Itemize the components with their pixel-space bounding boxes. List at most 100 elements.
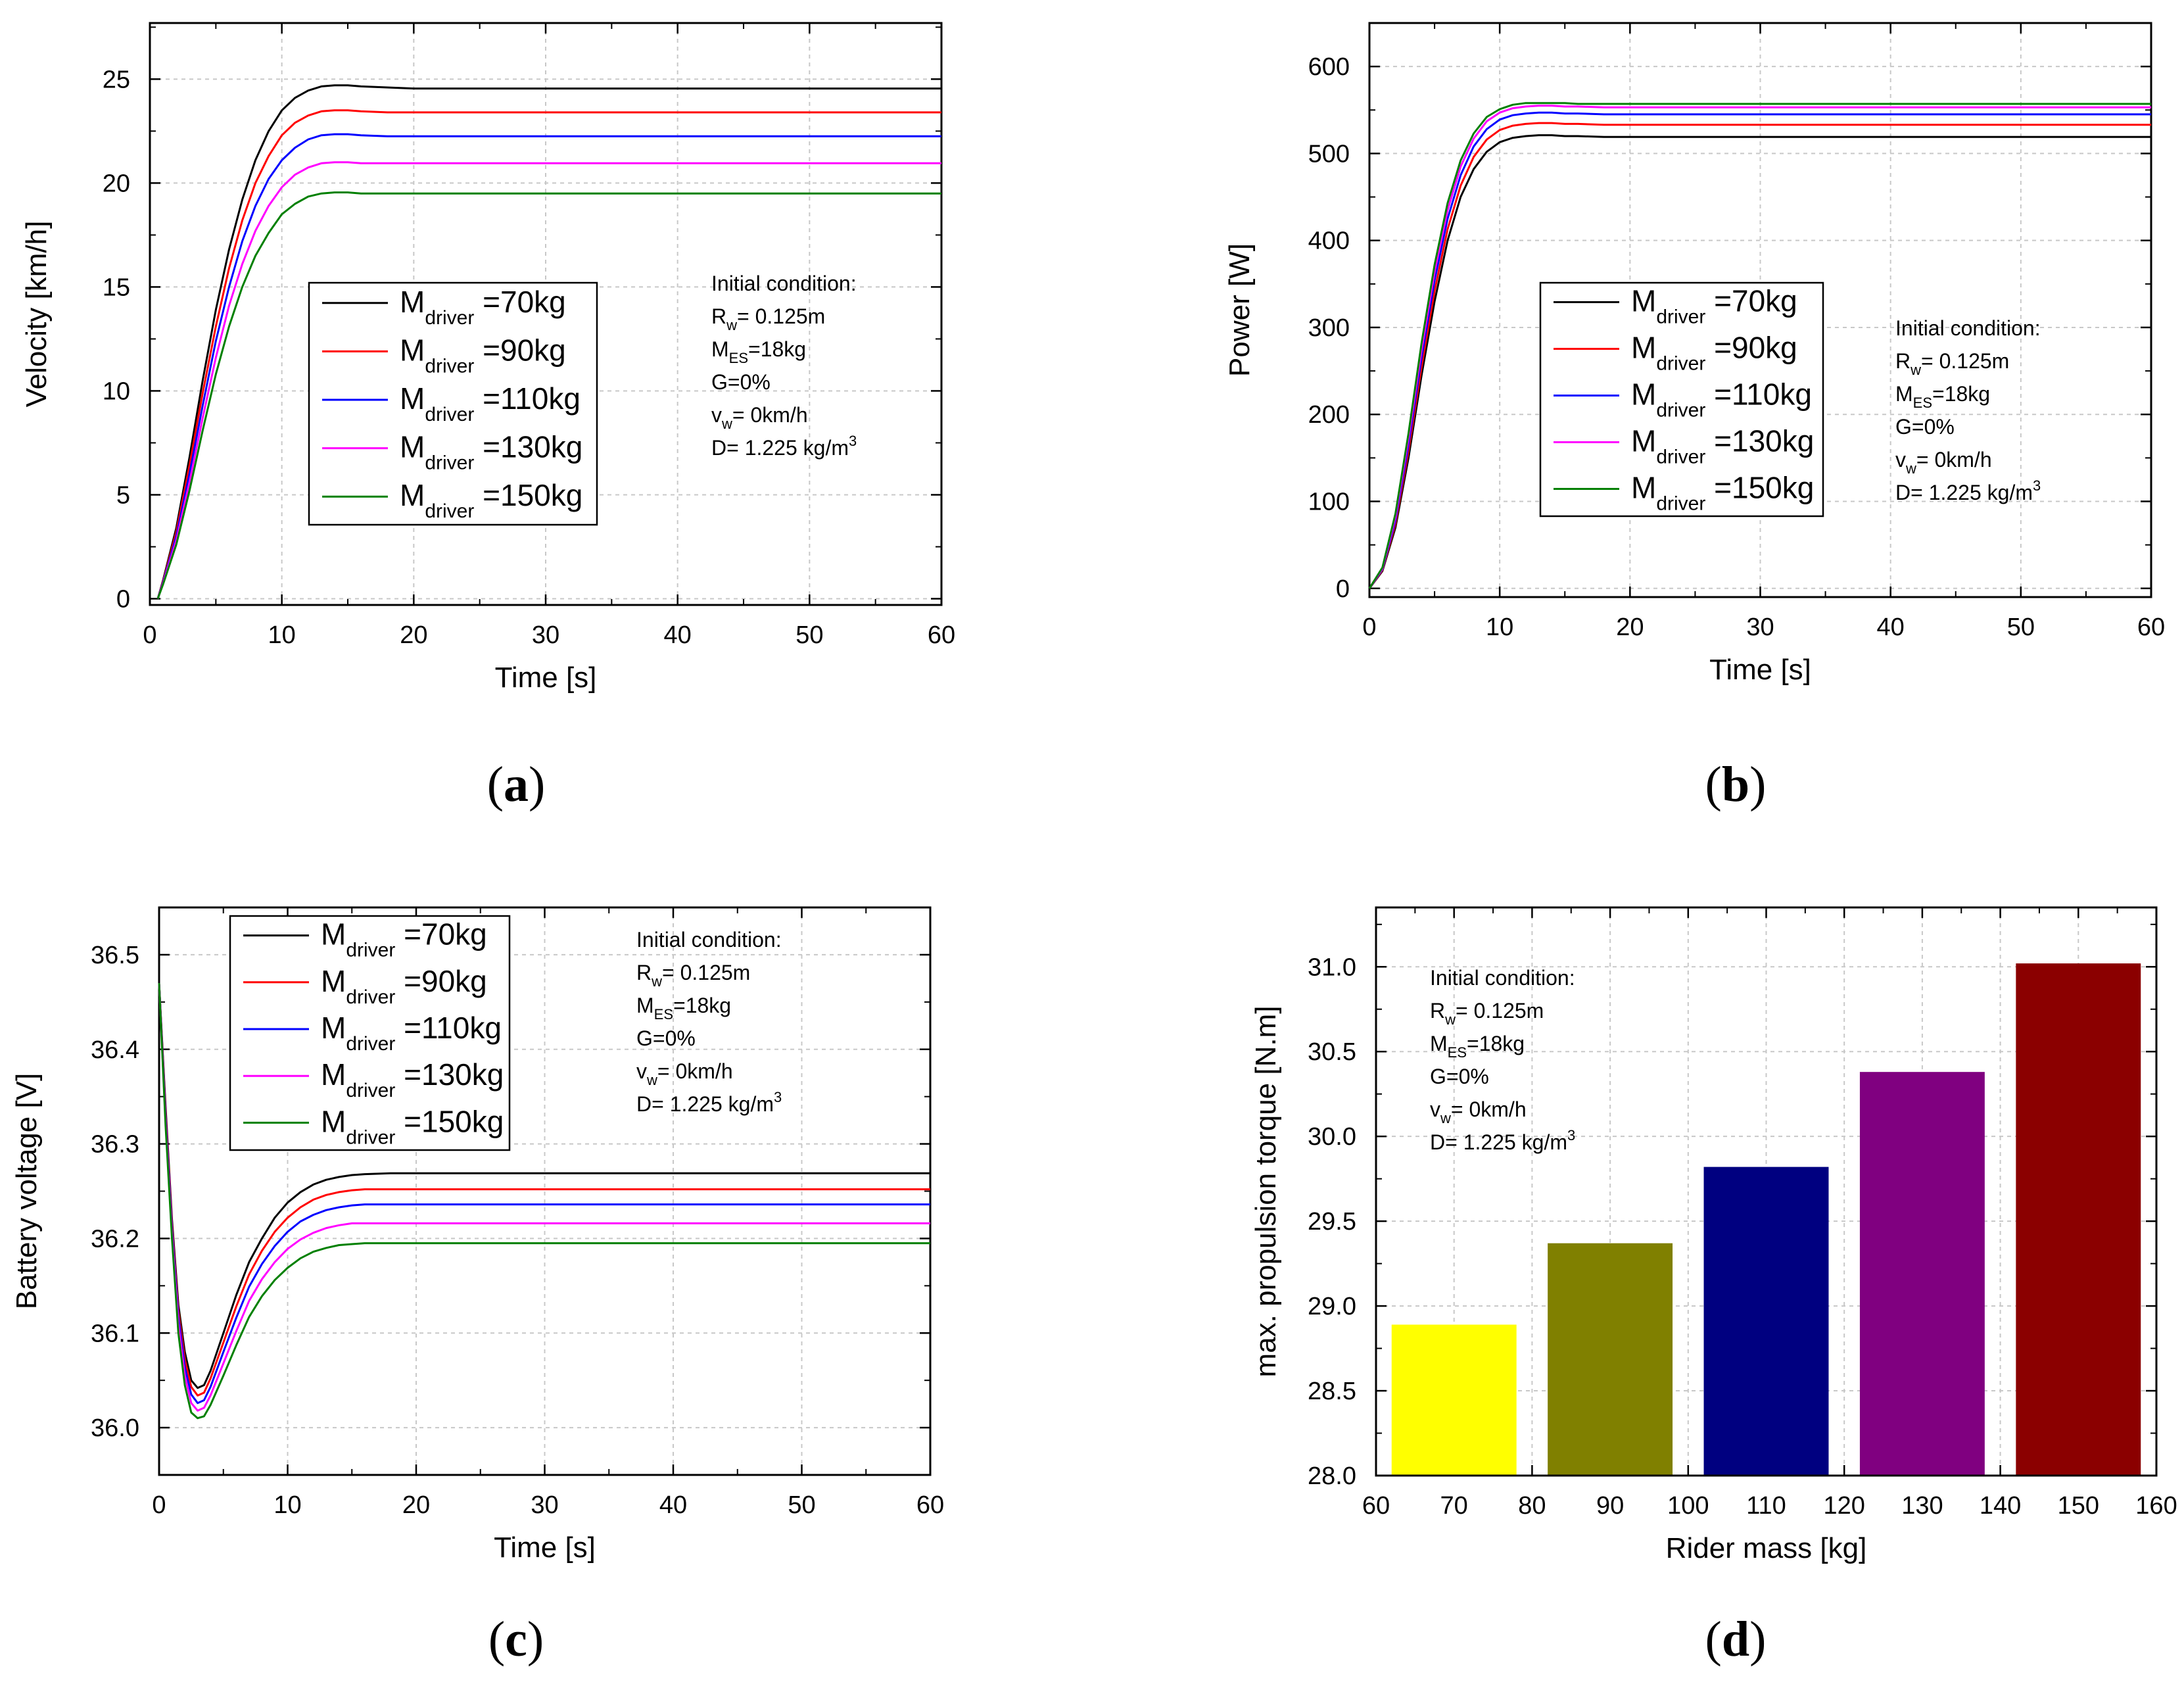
- d-x-axis-label: Rider mass [kg]: [1666, 1532, 1867, 1564]
- a-initial-condition-line: vw= 0km/h: [711, 403, 808, 432]
- a-tick-label-y: 25: [103, 66, 130, 93]
- a-initial-condition-line: Rw= 0.125m: [711, 304, 825, 333]
- c-tick-label-y: 36.2: [91, 1225, 139, 1253]
- c-x-axis-label: Time [s]: [494, 1531, 596, 1564]
- b-y-axis-label: Power [W]: [1223, 243, 1256, 377]
- a-tick-label-x: 50: [795, 621, 823, 649]
- a-series-line-3: [156, 133, 941, 599]
- b-series-line-3: [1368, 111, 2151, 589]
- a-series-line-4: [156, 161, 941, 599]
- c-tick-label-y: 36.3: [91, 1131, 139, 1159]
- b-tick-label-x: 40: [1877, 614, 1905, 641]
- a-tick-label-x: 40: [664, 621, 692, 649]
- b-initial-condition-title: Initial condition:: [1895, 316, 2041, 340]
- c-tick-label-y: 36.5: [91, 942, 139, 969]
- d-bar-150: [2016, 963, 2141, 1476]
- a-series-line-1: [156, 84, 941, 599]
- chart-panel-c: 0 10 20 30 40 50 60 36.0 36.1 36.2 36.3 36.4 36.5 Tim…: [0, 855, 1065, 1604]
- b-tick-label-y: 300: [1308, 314, 1350, 342]
- c-tick-label-x: 0: [152, 1491, 166, 1519]
- d-initial-condition-line: G=0%: [1430, 1065, 1489, 1088]
- c-legend-label: Mdriver =110kg: [321, 1011, 502, 1055]
- b-tick-label-x: 30: [1746, 614, 1774, 641]
- b-tick-label-y: 0: [1336, 575, 1350, 603]
- b-series-line-5: [1368, 102, 2151, 589]
- b-tick-label-y: 400: [1308, 228, 1350, 255]
- c-series-line-1: [158, 983, 930, 1389]
- c-legend-label: Mdriver =150kg: [321, 1104, 504, 1148]
- d-bar-110: [1703, 1167, 1829, 1476]
- d-tick-label-x: 120: [1823, 1492, 1864, 1520]
- b-legend-label: Mdriver =130kg: [1631, 424, 1814, 468]
- c-series-line-4: [158, 983, 930, 1412]
- c-initial-condition-line: MES=18kg: [636, 994, 731, 1023]
- a-tick-label-x: 30: [532, 621, 559, 649]
- b-initial-condition-line: G=0%: [1895, 415, 1955, 439]
- chart-a-svg: 0 10 20 30 40 50 60 0 5 10 15 20 25 Time [s] Velocity …: [20, 22, 955, 694]
- b-tick-label-y: 600: [1308, 53, 1350, 81]
- c-tick-label-x: 20: [402, 1491, 430, 1519]
- a-tick-label-x: 0: [143, 621, 156, 649]
- a-tick-label-x: 60: [928, 621, 955, 649]
- b-series-line-1: [1368, 134, 2151, 589]
- d-tick-label-y: 31.0: [1308, 953, 1356, 981]
- d-bar-70: [1391, 1324, 1517, 1476]
- a-legend-label: Mdriver =110kg: [400, 381, 581, 425]
- a-initial-condition-line: MES=18kg: [711, 337, 806, 366]
- d-tick-label-y: 30.0: [1308, 1123, 1356, 1151]
- a-legend-box: [308, 281, 598, 526]
- c-initial-condition-line: G=0%: [636, 1026, 696, 1050]
- chart-d-svg: 60 70 80 90 100 110 120 130 140 150 160 28.0 28.5 29.…: [1250, 906, 2177, 1564]
- b-tick-label-x: 0: [1362, 614, 1376, 641]
- d-bar-130: [1859, 1072, 1985, 1476]
- b-initial-condition-line: vw= 0km/h: [1895, 448, 1992, 477]
- c-tick-label-x: 50: [788, 1491, 815, 1519]
- caption-d: (d): [1705, 1612, 1767, 1667]
- b-initial-condition-line: D= 1.225 kg/m3: [1895, 477, 2041, 504]
- d-initial-condition-line: vw= 0km/h: [1430, 1097, 1527, 1126]
- a-series-line-2: [156, 109, 941, 599]
- d-bar-90: [1548, 1243, 1673, 1476]
- d-tick-label-x: 60: [1362, 1492, 1390, 1520]
- a-x-axis-label: Time [s]: [495, 662, 597, 694]
- d-tick-label-x: 130: [1901, 1492, 1943, 1520]
- a-tick-label-y: 10: [103, 377, 130, 405]
- a-legend-label: Mdriver =70kg: [400, 285, 566, 329]
- d-tick-label-x: 80: [1518, 1492, 1546, 1520]
- c-initial-condition-line: vw= 0km/h: [636, 1059, 733, 1088]
- b-initial-condition-line: MES=18kg: [1895, 382, 1990, 411]
- c-tick-label-x: 30: [531, 1491, 558, 1519]
- d-tick-label-x: 140: [1980, 1492, 2021, 1520]
- b-initial-condition-line: Rw= 0.125m: [1895, 349, 2009, 378]
- a-legend-label: Mdriver =130kg: [400, 430, 582, 474]
- b-tick-label-x: 20: [1616, 614, 1644, 641]
- caption-c: (c): [488, 1612, 544, 1667]
- d-initial-condition-title: Initial condition:: [1430, 966, 1575, 990]
- b-tick-label-y: 200: [1308, 401, 1350, 429]
- c-y-axis-label: Battery voltage [V]: [11, 1073, 43, 1310]
- c-initial-condition-line: Rw= 0.125m: [636, 961, 750, 990]
- a-legend-label: Mdriver =90kg: [400, 333, 566, 377]
- b-legend-label: Mdriver =70kg: [1631, 284, 1797, 328]
- a-plot-frame: [149, 22, 943, 606]
- c-initial-condition-title: Initial condition:: [636, 928, 782, 951]
- d-tick-label-y: 30.5: [1308, 1038, 1356, 1066]
- a-tick-label-y: 15: [103, 274, 130, 301]
- a-y-axis-label: Velocity [km/h]: [20, 221, 53, 408]
- caption-a: (a): [487, 757, 546, 812]
- b-x-axis-label: Time [s]: [1709, 654, 1811, 686]
- a-legend-label: Mdriver =150kg: [400, 478, 582, 522]
- c-tick-label-y: 36.4: [91, 1036, 139, 1064]
- chart-panel-a: 0 10 20 30 40 50 60 0 5 10 15 20 25 Time [s] Velocity …: [0, 0, 1065, 750]
- c-tick-label-x: 10: [273, 1491, 301, 1519]
- b-plot-frame: [1368, 22, 2152, 598]
- d-tick-label-x: 90: [1596, 1492, 1624, 1520]
- b-legend-label: Mdriver =150kg: [1631, 471, 1814, 515]
- d-initial-condition-line: D= 1.225 kg/m3: [1430, 1127, 1575, 1154]
- c-tick-label-y: 36.0: [91, 1414, 139, 1442]
- c-series-line-5: [158, 983, 930, 1420]
- d-tick-label-x: 150: [2058, 1492, 2099, 1520]
- b-legend-label: Mdriver =110kg: [1631, 377, 1812, 422]
- c-tick-label-y: 36.1: [91, 1320, 139, 1347]
- c-series-line-2: [158, 983, 930, 1397]
